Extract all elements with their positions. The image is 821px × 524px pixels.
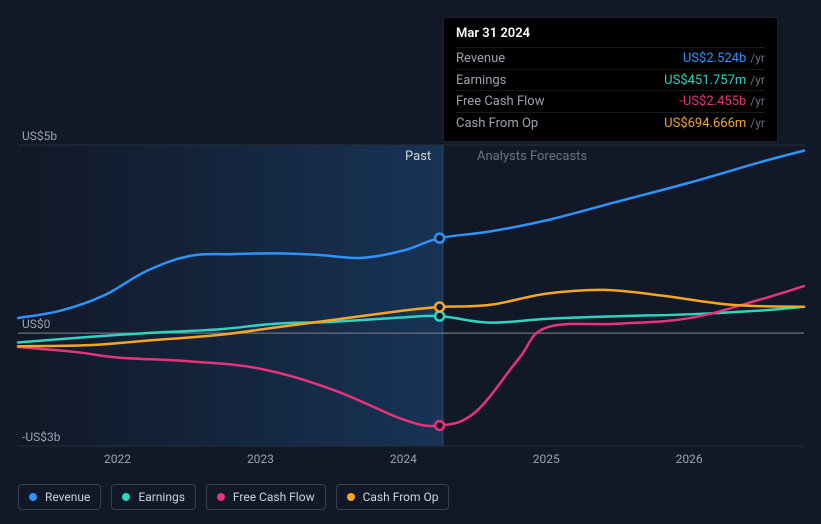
section-label-past: Past xyxy=(405,149,431,164)
tooltip-row: Free Cash Flow -US$2.455b/yr xyxy=(456,90,765,112)
tooltip-row-label: Cash From Op xyxy=(456,114,538,134)
x-axis-label: 2022 xyxy=(104,452,131,466)
tooltip-row-value: US$451.757m/yr xyxy=(664,71,765,91)
x-axis-label: 2026 xyxy=(676,452,703,466)
tooltip-row-label: Earnings xyxy=(456,71,506,91)
tooltip-date: Mar 31 2024 xyxy=(456,26,765,41)
chart-legend: Revenue Earnings Free Cash Flow Cash From O… xyxy=(18,484,449,510)
y-axis-label: US$0 xyxy=(22,317,50,331)
series-marker-earnings xyxy=(435,312,444,321)
series-marker-fcf xyxy=(435,421,444,430)
tooltip-row-value: US$694.666m/yr xyxy=(664,114,765,134)
series-marker-revenue xyxy=(435,234,444,243)
legend-swatch xyxy=(347,493,355,501)
y-axis-label: -US$3b xyxy=(22,430,60,444)
tooltip-row-label: Free Cash Flow xyxy=(456,92,544,112)
legend-item-earnings[interactable]: Earnings xyxy=(111,484,196,510)
legend-item-cfo[interactable]: Cash From Op xyxy=(336,484,450,510)
legend-item-fcf[interactable]: Free Cash Flow xyxy=(206,484,326,510)
series-marker-cfo xyxy=(435,302,444,311)
legend-label: Earnings xyxy=(138,490,185,504)
tooltip-row: Cash From Op US$694.666m/yr xyxy=(456,112,765,134)
legend-item-revenue[interactable]: Revenue xyxy=(18,484,101,510)
tooltip-row-value: US$2.524b/yr xyxy=(683,49,765,69)
legend-swatch xyxy=(122,493,130,501)
tooltip-row-label: Revenue xyxy=(456,49,505,69)
section-label-forecast: Analysts Forecasts xyxy=(477,149,587,164)
chart-tooltip: Mar 31 2024 Revenue US$2.524b/yr Earnings U… xyxy=(443,17,778,142)
tooltip-row-value: -US$2.455b/yr xyxy=(679,92,765,112)
legend-swatch xyxy=(217,493,225,501)
legend-label: Revenue xyxy=(45,490,90,504)
x-axis-label: 2023 xyxy=(247,452,274,466)
x-axis-label: 2025 xyxy=(533,452,560,466)
legend-swatch xyxy=(29,493,37,501)
x-axis-label: 2024 xyxy=(390,452,417,466)
y-axis-label: US$5b xyxy=(22,129,57,143)
legend-label: Cash From Op xyxy=(363,490,439,504)
tooltip-row: Earnings US$451.757m/yr xyxy=(456,69,765,91)
tooltip-row: Revenue US$2.524b/yr xyxy=(456,47,765,69)
legend-label: Free Cash Flow xyxy=(233,490,315,504)
